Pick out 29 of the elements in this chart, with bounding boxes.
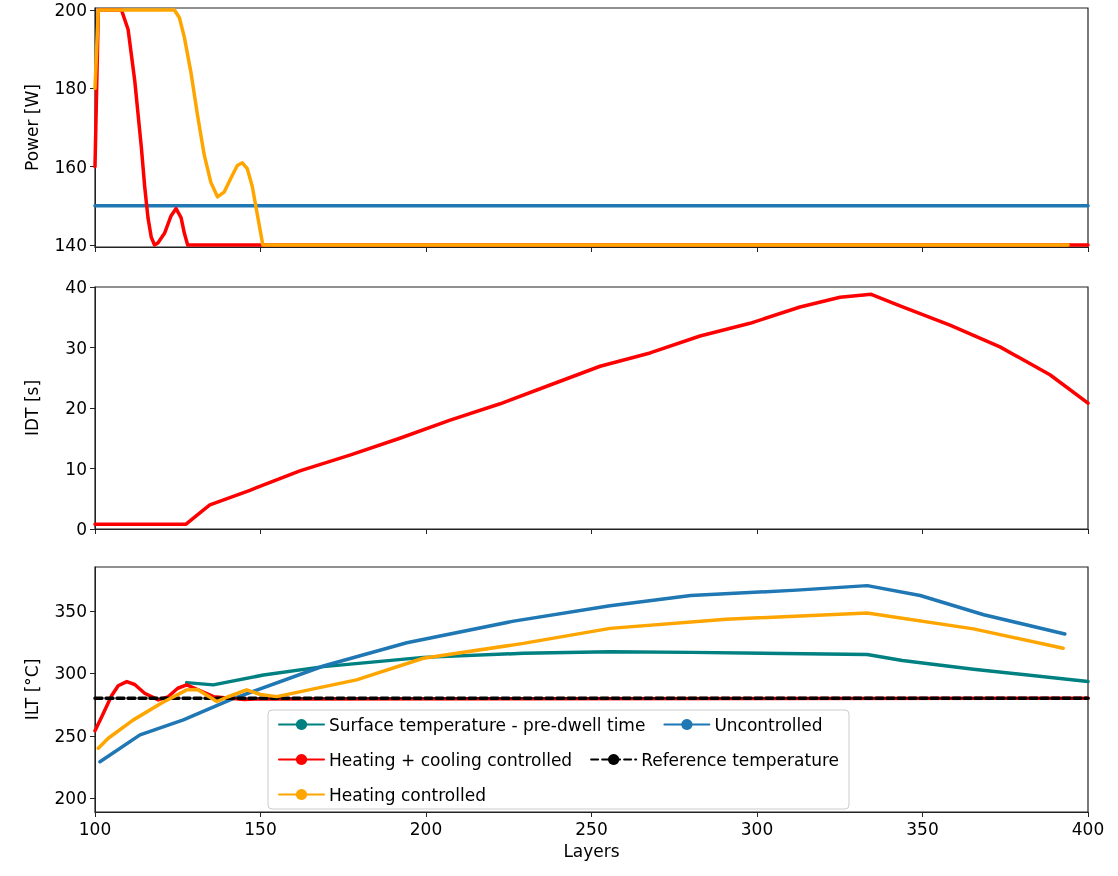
y-axis-title: ILT [°C] — [21, 658, 42, 721]
y-tick-label: 0 — [76, 519, 87, 539]
legend-label: Heating + cooling controlled — [329, 749, 573, 770]
y-tick-label: 200 — [54, 0, 87, 20]
x-tick-label: 300 — [740, 818, 774, 839]
legend-label: Heating controlled — [329, 784, 486, 805]
y-tick-label: 180 — [54, 78, 87, 99]
x-axis-title: Layers — [563, 840, 620, 861]
y-axis-title: IDT [s] — [21, 379, 42, 437]
legend-label: Surface temperature - pre-dwell time — [329, 714, 646, 735]
x-tick-label: 150 — [244, 818, 277, 839]
y-tick-label: 300 — [54, 663, 87, 684]
x-tick-label: 400 — [1071, 818, 1105, 839]
y-tick-label: 30 — [65, 337, 87, 358]
x-tick-label: 250 — [575, 818, 608, 839]
x-tick-label: 200 — [409, 818, 443, 839]
legend-label: Reference temperature — [641, 749, 839, 770]
y-tick-label: 160 — [54, 156, 87, 177]
y-tick-label: 250 — [54, 725, 87, 746]
x-tick-label: 100 — [78, 818, 112, 839]
legend-label: Uncontrolled — [714, 714, 823, 735]
y-tick-label: 200 — [54, 788, 87, 809]
y-tick-label: 10 — [65, 458, 87, 479]
x-tick-label: 350 — [906, 818, 939, 839]
y-tick-label: 140 — [54, 235, 87, 256]
y-axis-title: Power [W] — [21, 84, 42, 171]
y-tick-label: 350 — [54, 600, 87, 621]
y-tick-label: 20 — [65, 398, 87, 418]
y-tick-label: 40 — [65, 277, 87, 297]
